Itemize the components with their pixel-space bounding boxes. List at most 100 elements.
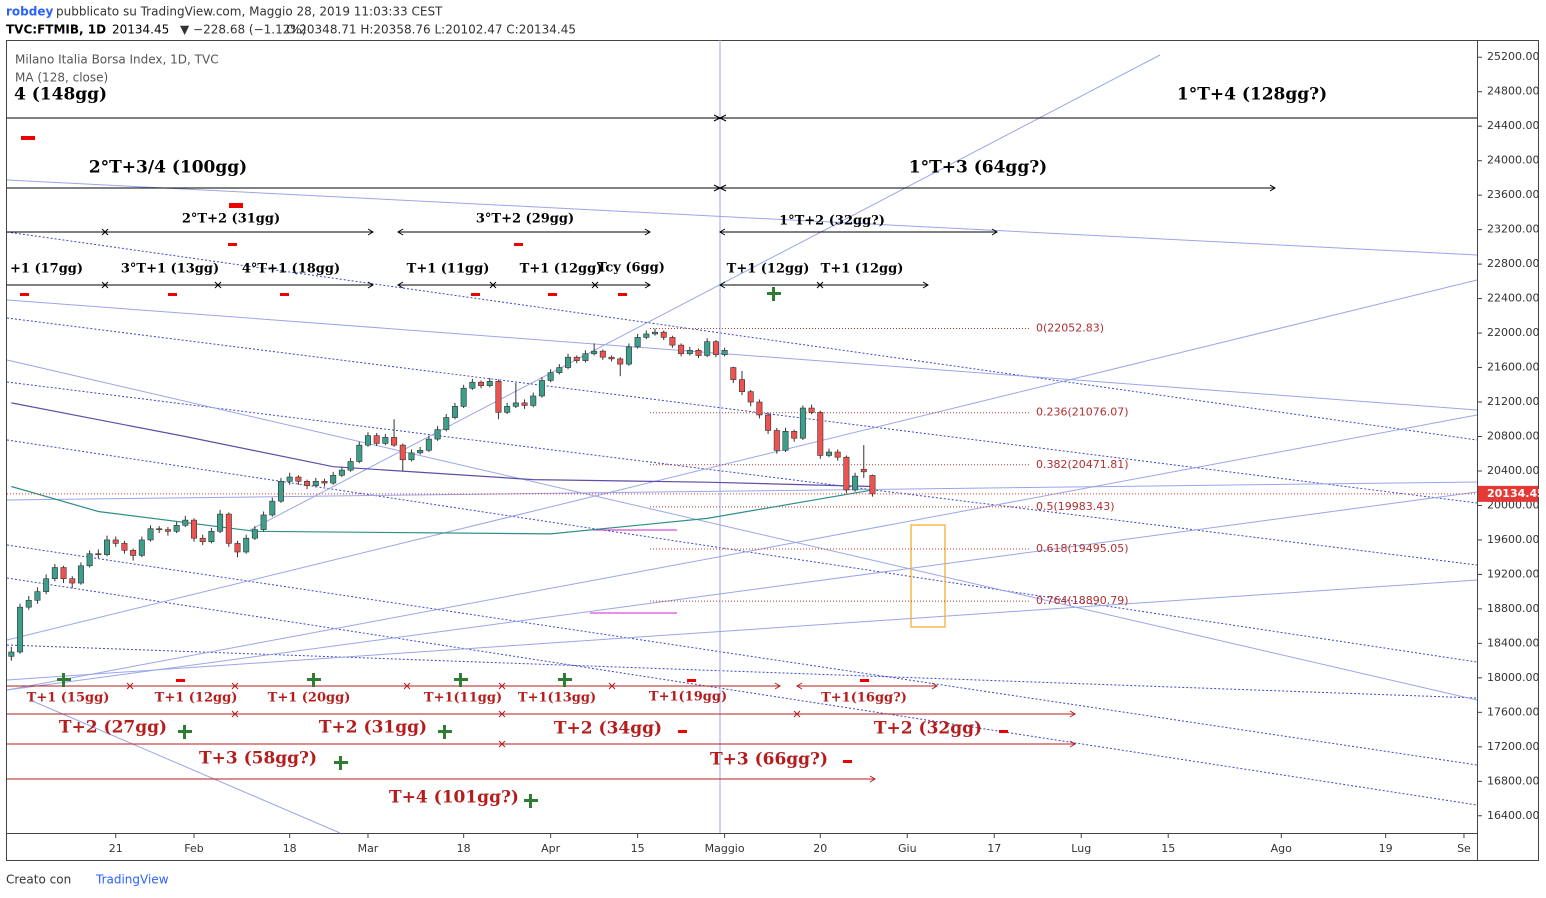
candle-body bbox=[243, 537, 250, 553]
candle-body bbox=[312, 481, 319, 486]
candle-body bbox=[547, 372, 554, 381]
candle-body bbox=[130, 549, 137, 556]
change: ▼ −228.68 (−1.12%) bbox=[180, 23, 306, 37]
candle-body bbox=[678, 344, 685, 355]
annotation: 4 (148gg) bbox=[14, 85, 107, 105]
candle-body bbox=[556, 367, 563, 374]
last: 20134.45 bbox=[112, 23, 169, 37]
annotation: T+2 (32gg) bbox=[874, 719, 982, 739]
x-tick-label: 17 bbox=[987, 842, 1001, 855]
fib-label: 0(22052.83) bbox=[1036, 322, 1104, 335]
candle-body bbox=[495, 381, 502, 413]
moving-average bbox=[11, 402, 873, 488]
candle-body bbox=[173, 524, 180, 532]
annotation: 1°T+3 (64gg?) bbox=[909, 158, 1047, 178]
x-tick-label: 18 bbox=[283, 842, 297, 855]
light-line bbox=[6, 481, 1478, 501]
x-tick-label: Ago bbox=[1271, 842, 1293, 855]
candle-body bbox=[573, 356, 580, 361]
candle-body bbox=[408, 452, 415, 461]
candle-body bbox=[338, 469, 345, 476]
annotation: T+1 (20gg) bbox=[268, 691, 351, 706]
ohlc: O:20348.71 H:20358.76 L:20102.47 C:20134… bbox=[286, 23, 576, 37]
light-line bbox=[6, 579, 1478, 681]
candle-body bbox=[191, 519, 198, 539]
x-tick-label: 15 bbox=[631, 842, 645, 855]
fib-label: 0.5(19983.43) bbox=[1036, 500, 1115, 513]
candle-body bbox=[791, 431, 798, 439]
annotation: 2°T+3/4 (100gg) bbox=[89, 158, 247, 178]
x-tick-label: Mar bbox=[358, 842, 379, 855]
x-tick-label: 19 bbox=[1379, 842, 1393, 855]
candle-body bbox=[182, 519, 189, 526]
candle-body bbox=[164, 529, 171, 532]
candle-body bbox=[721, 350, 728, 355]
candle-body bbox=[373, 435, 380, 444]
channel bbox=[6, 544, 1478, 766]
y-tick-label: 24000.00 bbox=[1487, 154, 1540, 167]
candle-body bbox=[712, 341, 719, 355]
channel bbox=[6, 317, 1478, 504]
candle-body bbox=[234, 543, 241, 553]
magenta-lines bbox=[590, 529, 677, 614]
candle-body bbox=[104, 539, 111, 555]
candle-body bbox=[521, 402, 528, 406]
annotation: T+3 (58gg?) bbox=[199, 749, 317, 769]
candle-body bbox=[608, 356, 615, 360]
candle-body bbox=[808, 407, 815, 413]
candle-body bbox=[843, 456, 850, 491]
candle-body bbox=[799, 407, 806, 439]
annotation: T+4 (101gg?) bbox=[389, 788, 519, 808]
candle-body bbox=[617, 358, 624, 365]
candle-body bbox=[782, 431, 789, 451]
fib-label: 0.382(20471.81) bbox=[1036, 458, 1129, 471]
y-tick-label: 18400.00 bbox=[1487, 636, 1540, 649]
candle-body bbox=[860, 468, 867, 473]
candle-body bbox=[391, 437, 398, 446]
x-tick-label: Giu bbox=[898, 842, 917, 855]
candle-body bbox=[817, 412, 824, 456]
trend-lines bbox=[6, 40, 1478, 834]
candle-body bbox=[8, 651, 15, 657]
x-tick-label: 15 bbox=[1161, 842, 1175, 855]
candle-body bbox=[60, 567, 67, 580]
candle-body bbox=[504, 406, 511, 413]
candle-body bbox=[17, 606, 24, 653]
light-line bbox=[249, 54, 1161, 531]
y-tick-label: 20400.00 bbox=[1487, 464, 1540, 477]
markers bbox=[20, 136, 1008, 808]
candle-body bbox=[834, 451, 841, 458]
candle-body bbox=[530, 395, 537, 406]
red-arrows bbox=[7, 685, 1075, 780]
arrow-heads bbox=[126, 682, 1076, 783]
candle-body bbox=[138, 539, 145, 556]
x-tick-label: 18 bbox=[457, 842, 471, 855]
annotation: T+1(16gg?) bbox=[821, 691, 907, 706]
candle-body bbox=[225, 513, 232, 544]
y-tick-label: 16800.00 bbox=[1487, 774, 1540, 787]
annotation: T+3 (66gg?) bbox=[710, 750, 828, 770]
candle-body bbox=[591, 350, 598, 355]
fib-label: 0.618(19495.05) bbox=[1036, 542, 1129, 555]
annotation: +1 (17gg) bbox=[10, 262, 83, 277]
target-box bbox=[910, 524, 946, 628]
candle-body bbox=[51, 567, 58, 580]
brand: TradingView bbox=[95, 873, 169, 887]
candle-body bbox=[773, 430, 780, 451]
x-tick-label: 21 bbox=[109, 842, 123, 855]
annotation: 2°T+2 (31gg) bbox=[182, 212, 280, 227]
black-arrows bbox=[7, 117, 1477, 286]
candle-body bbox=[512, 402, 519, 407]
candle-body bbox=[425, 438, 432, 451]
light-line bbox=[6, 279, 1478, 641]
made-with: Creato con bbox=[6, 873, 71, 887]
x-tick-label: 20 bbox=[813, 842, 827, 855]
candle-body bbox=[417, 449, 424, 454]
arrows bbox=[7, 114, 1477, 783]
candle-body bbox=[669, 337, 676, 346]
header: robdey pubblicato su TradingView.com, Ma… bbox=[6, 5, 576, 37]
fib-label: 0.764(18890.79) bbox=[1036, 594, 1129, 607]
y-tick-label: 24800.00 bbox=[1487, 85, 1540, 98]
author: robdey bbox=[6, 5, 53, 19]
